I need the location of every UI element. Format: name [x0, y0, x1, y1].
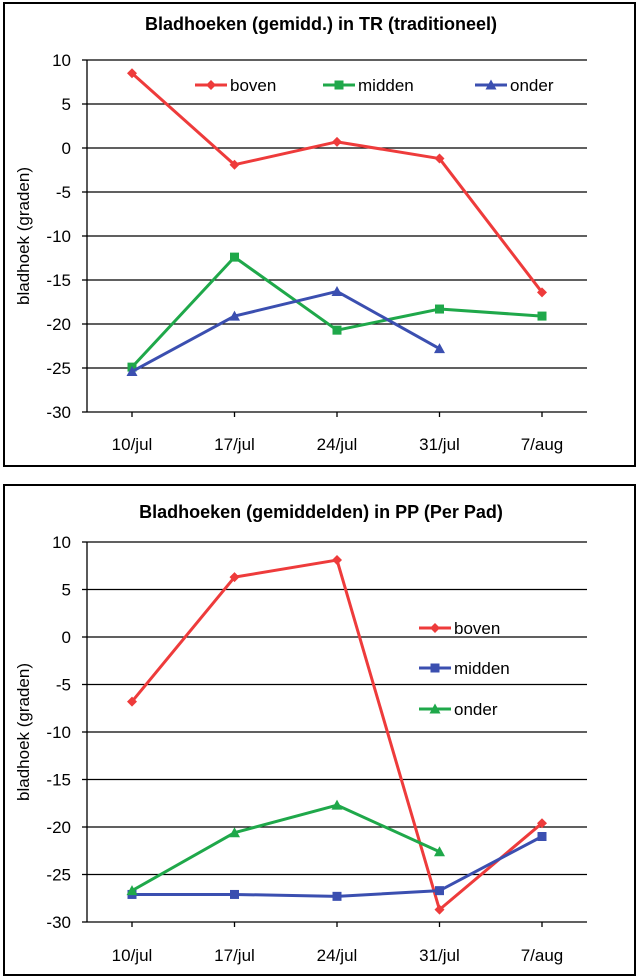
tr-series-midden-point	[230, 252, 239, 262]
pp-series-midden-point	[230, 889, 239, 899]
pp-legend-boven-marker	[430, 623, 440, 633]
pp-series-boven-point	[332, 555, 342, 566]
pp-series-onder-point	[126, 885, 138, 896]
tr-series-boven-point	[537, 287, 547, 298]
chart-pp-svg: Bladhoeken (gemiddelden) in PP (Per Pad)…	[14, 502, 587, 965]
pp-legend-midden-label: midden	[454, 659, 510, 678]
tr-series-boven-point	[229, 159, 240, 170]
tr-series-onder-point	[331, 285, 343, 296]
tr-y-tick-label: 0	[62, 139, 71, 158]
pp-legend-boven-label: boven	[454, 619, 500, 638]
pp-legend-onder-label: onder	[454, 700, 498, 719]
pp-series-boven-point	[127, 696, 137, 707]
tr-y-axis-label: bladhoek (graden)	[14, 167, 33, 305]
tr-series-boven-point	[434, 153, 445, 164]
pp-chart-title: Bladhoeken (gemiddelden) in PP (Per Pad)	[139, 502, 503, 522]
pp-series-midden-point	[435, 886, 444, 896]
tr-legend-onder-marker	[485, 79, 497, 90]
tr-x-tick-label: 24/jul	[317, 435, 358, 454]
pp-y-axis-label: bladhoek (graden)	[14, 663, 33, 801]
tr-x-tick-label: 10/jul	[112, 435, 153, 454]
tr-x-tick-label: 17/jul	[214, 435, 255, 454]
tr-series-onder-point	[434, 343, 445, 354]
pp-x-tick-label: 7/aug	[521, 946, 564, 965]
tr-series-onder-line	[131, 289, 441, 373]
pp-x-tick-label: 31/jul	[419, 946, 460, 965]
tr-x-tick-label: 31/jul	[419, 435, 460, 454]
tr-series-onder-point	[126, 366, 138, 377]
tr-y-tick-label: -30	[46, 403, 71, 422]
pp-series-midden-point	[537, 832, 547, 841]
tr-chart-title: Bladhoeken (gemidd.) in TR (traditioneel…	[145, 14, 497, 34]
chart-pp: Bladhoeken (gemiddelden) in PP (Per Pad)…	[3, 484, 636, 976]
pp-y-tick-label: 5	[62, 581, 71, 600]
pp-series-onder-point	[229, 827, 240, 838]
tr-series-midden-point	[537, 311, 547, 321]
pp-y-tick-label: -5	[56, 676, 71, 695]
pp-x-tick-label: 17/jul	[214, 946, 255, 965]
pp-legend-onder-marker	[429, 703, 441, 714]
tr-y-tick-label: -15	[46, 271, 71, 290]
pp-y-tick-label: 0	[62, 628, 71, 647]
tr-series-midden-line	[130, 255, 543, 369]
tr-y-tick-label: -25	[46, 359, 71, 378]
tr-y-tick-label: -5	[56, 183, 71, 202]
tr-legend-midden-marker	[334, 80, 344, 90]
tr-legend-midden-label: midden	[358, 76, 414, 95]
pp-series-onder-point	[331, 799, 343, 810]
pp-series-onder-point	[434, 846, 445, 857]
tr-legend-boven-label: boven	[230, 76, 276, 95]
tr-y-tick-label: 10	[52, 51, 71, 70]
tr-series-boven-point	[127, 68, 137, 79]
tr-series-boven-point	[332, 136, 342, 147]
chart-tr: Bladhoeken (gemidd.) in TR (traditioneel…	[3, 2, 636, 467]
pp-y-tick-label: -30	[46, 913, 71, 932]
pp-y-tick-label: -25	[46, 866, 71, 885]
pp-x-tick-label: 24/jul	[317, 946, 358, 965]
chart-tr-svg: Bladhoeken (gemidd.) in TR (traditioneel…	[14, 14, 587, 454]
pp-y-tick-label: 10	[52, 533, 71, 552]
tr-series-boven-line	[131, 72, 544, 294]
pp-series-boven-point	[537, 818, 547, 829]
pp-series-midden-line	[132, 835, 543, 898]
tr-legend-boven-marker	[206, 80, 216, 90]
pp-series-boven-point	[434, 904, 445, 915]
tr-series-midden-point	[332, 325, 342, 335]
pp-y-tick-label: -15	[46, 771, 71, 790]
pp-y-tick-label: -10	[46, 723, 71, 742]
tr-y-tick-label: -10	[46, 227, 71, 246]
pp-series-boven-point	[229, 572, 240, 583]
tr-legend-onder-label: onder	[510, 76, 554, 95]
pp-x-tick-label: 10/jul	[112, 946, 153, 965]
tr-y-tick-label: 5	[62, 95, 71, 114]
pp-series-onder-line	[131, 803, 441, 892]
pp-y-tick-label: -20	[46, 818, 71, 837]
tr-x-tick-label: 7/aug	[521, 435, 564, 454]
tr-y-tick-label: -20	[46, 315, 71, 334]
tr-series-onder-point	[229, 310, 240, 321]
pp-series-midden-point	[332, 891, 342, 901]
pp-legend-midden-marker	[430, 663, 440, 673]
tr-series-midden-point	[435, 304, 444, 314]
